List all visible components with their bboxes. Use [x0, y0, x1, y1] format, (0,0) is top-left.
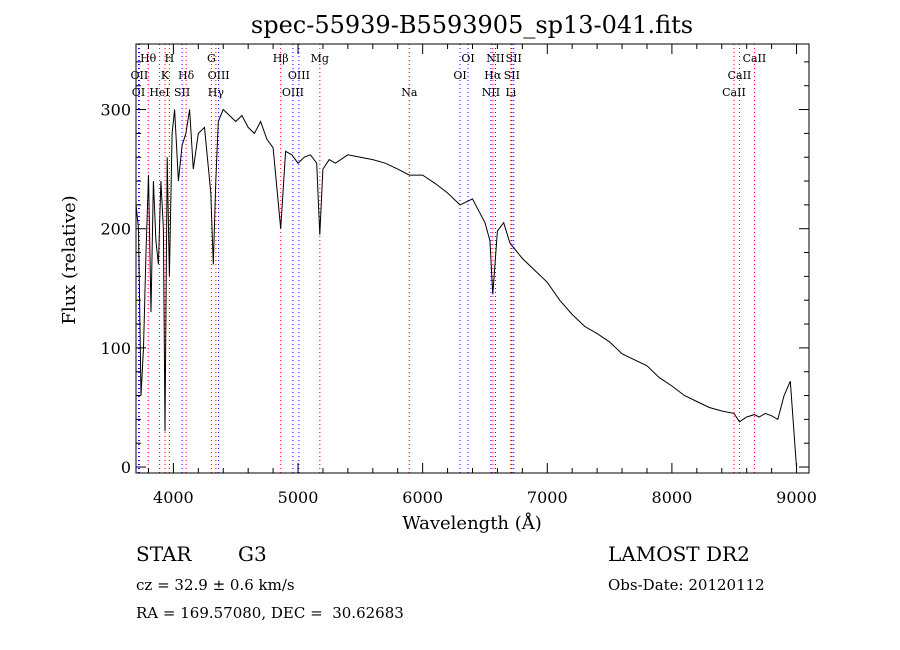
spectrum-line: [135, 108, 797, 468]
object-class: STAR: [136, 542, 192, 566]
line-label-12: OIII: [288, 69, 310, 82]
y-axis-ticks: 0 100 200 300: [100, 61, 809, 477]
line-label-21: SII: [504, 69, 520, 82]
line-label-3: H: [165, 52, 175, 65]
line-label-2: OI: [132, 86, 145, 99]
line-label-14: Mg: [311, 52, 329, 65]
line-label-9: OIII: [208, 69, 230, 82]
line-label-19: SII: [506, 52, 522, 65]
x-tick-label-2: 6000: [402, 488, 443, 507]
line-label-25: CaII: [728, 69, 752, 82]
y-tick-label-0: 0: [121, 458, 131, 477]
line-id-labels: HθOIIOIHKHeIHδSIIGOIIIHγHβOIIIOIIIMgNaOI…: [131, 52, 767, 99]
plot-frame: [135, 43, 810, 474]
line-label-24: CaII: [743, 52, 767, 65]
observation-date: Obs-Date: 20120112: [608, 576, 765, 594]
survey-name: LAMOST DR2: [608, 542, 750, 566]
line-label-6: Hδ: [178, 69, 195, 82]
y-tick-label-1: 100: [100, 339, 131, 358]
x-tick-label-5: 9000: [776, 488, 817, 507]
line-label-8: G: [207, 52, 216, 65]
x-tick-label-3: 7000: [527, 488, 568, 507]
sky-coordinates: RA = 169.57080, DEC = 30.62683: [136, 604, 404, 622]
chart-title: spec-55939-B5593905_sp13-041.fits: [251, 11, 693, 39]
line-label-17: OI: [453, 69, 466, 82]
line-label-11: Hβ: [273, 52, 289, 65]
x-tick-label-0: 4000: [153, 488, 194, 507]
line-label-16: OI: [461, 52, 474, 65]
x-axis-label: Wavelength (Å): [402, 512, 542, 534]
x-tick-label-4: 8000: [652, 488, 693, 507]
x-tick-label-1: 5000: [278, 488, 319, 507]
line-label-4: K: [161, 69, 170, 82]
line-label-23: Li: [505, 86, 516, 99]
line-label-22: NII: [482, 86, 500, 99]
y-tick-label-3: 300: [100, 101, 131, 120]
redshift-velocity: cz = 32.9 ± 0.6 km/s: [136, 576, 295, 594]
line-label-20: Hα: [484, 69, 502, 82]
line-label-7: SII: [174, 86, 190, 99]
line-id-markers: [137, 44, 755, 473]
line-label-5: HeI: [149, 86, 169, 99]
line-label-0: Hθ: [140, 52, 157, 65]
line-label-13: OIII: [282, 86, 304, 99]
line-label-1: OII: [131, 69, 149, 82]
x-axis-ticks: 4000 5000 6000 7000 8000 9000: [147, 44, 817, 507]
line-label-26: CaII: [722, 86, 746, 99]
line-label-15: Na: [401, 86, 418, 99]
line-label-18: NII: [486, 52, 504, 65]
line-label-10: Hγ: [208, 86, 225, 99]
object-subclass: G3: [238, 542, 267, 566]
y-tick-label-2: 200: [100, 220, 131, 239]
y-axis-label: Flux (relative): [59, 195, 80, 324]
